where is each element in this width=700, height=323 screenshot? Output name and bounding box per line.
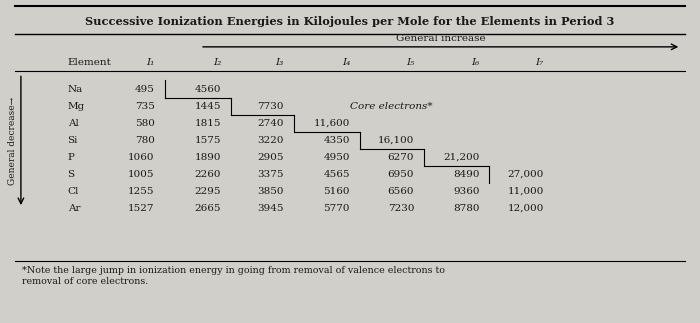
Text: Successive Ionization Energies in Kilojoules per Mole for the Elements in Period: Successive Ionization Energies in Kilojo… xyxy=(85,16,615,27)
Text: 8780: 8780 xyxy=(453,204,480,213)
Text: 1575: 1575 xyxy=(195,136,221,145)
Text: 1005: 1005 xyxy=(128,170,155,179)
Text: 3945: 3945 xyxy=(258,204,284,213)
Text: 8490: 8490 xyxy=(453,170,480,179)
Text: 21,200: 21,200 xyxy=(443,153,480,162)
Text: 12,000: 12,000 xyxy=(508,204,544,213)
Text: 4350: 4350 xyxy=(323,136,350,145)
Text: 11,000: 11,000 xyxy=(508,187,544,196)
Text: 16,100: 16,100 xyxy=(378,136,414,145)
Text: *Note the large jump in ionization energy in going from removal of valence elect: *Note the large jump in ionization energ… xyxy=(22,266,445,286)
Text: I₃: I₃ xyxy=(276,58,284,68)
Text: 3220: 3220 xyxy=(258,136,284,145)
Text: 1890: 1890 xyxy=(195,153,221,162)
Text: 2740: 2740 xyxy=(258,119,284,128)
Text: 2295: 2295 xyxy=(195,187,221,196)
Text: 5160: 5160 xyxy=(323,187,350,196)
Text: 495: 495 xyxy=(135,85,155,94)
Text: 6950: 6950 xyxy=(388,170,414,179)
Text: 7230: 7230 xyxy=(388,204,414,213)
Text: 1815: 1815 xyxy=(195,119,221,128)
Text: 1445: 1445 xyxy=(195,102,221,111)
Text: 735: 735 xyxy=(135,102,155,111)
Text: 780: 780 xyxy=(135,136,155,145)
Text: 3850: 3850 xyxy=(258,187,284,196)
Text: General increase: General increase xyxy=(395,34,486,43)
Text: Ar: Ar xyxy=(68,204,80,213)
Text: 6270: 6270 xyxy=(388,153,414,162)
Text: I₄: I₄ xyxy=(342,58,350,68)
Text: 4565: 4565 xyxy=(323,170,350,179)
Text: Al: Al xyxy=(68,119,78,128)
Text: 580: 580 xyxy=(135,119,155,128)
Text: Si: Si xyxy=(68,136,78,145)
Text: P: P xyxy=(68,153,74,162)
Text: S: S xyxy=(68,170,75,179)
Text: 27,000: 27,000 xyxy=(508,170,544,179)
Text: 2905: 2905 xyxy=(258,153,284,162)
Text: 1527: 1527 xyxy=(128,204,155,213)
Text: I₅: I₅ xyxy=(406,58,414,68)
Text: I₁: I₁ xyxy=(146,58,155,68)
Text: Element: Element xyxy=(68,58,111,68)
Text: 1255: 1255 xyxy=(128,187,155,196)
Text: I₂: I₂ xyxy=(213,58,221,68)
Text: Mg: Mg xyxy=(68,102,85,111)
Text: 2665: 2665 xyxy=(195,204,221,213)
Text: 2260: 2260 xyxy=(195,170,221,179)
Text: 1060: 1060 xyxy=(128,153,155,162)
Text: General decrease→: General decrease→ xyxy=(8,97,17,185)
Text: 9360: 9360 xyxy=(453,187,480,196)
Text: 3375: 3375 xyxy=(258,170,284,179)
Text: 4950: 4950 xyxy=(323,153,350,162)
Text: Core electrons*: Core electrons* xyxy=(350,102,433,111)
Text: I₆: I₆ xyxy=(471,58,480,68)
Text: 7730: 7730 xyxy=(258,102,284,111)
Text: 4560: 4560 xyxy=(195,85,221,94)
Text: Na: Na xyxy=(68,85,83,94)
Text: Cl: Cl xyxy=(68,187,79,196)
Text: 5770: 5770 xyxy=(323,204,350,213)
Text: 6560: 6560 xyxy=(388,187,414,196)
Text: I₇: I₇ xyxy=(536,58,544,68)
Text: 11,600: 11,600 xyxy=(314,119,350,128)
